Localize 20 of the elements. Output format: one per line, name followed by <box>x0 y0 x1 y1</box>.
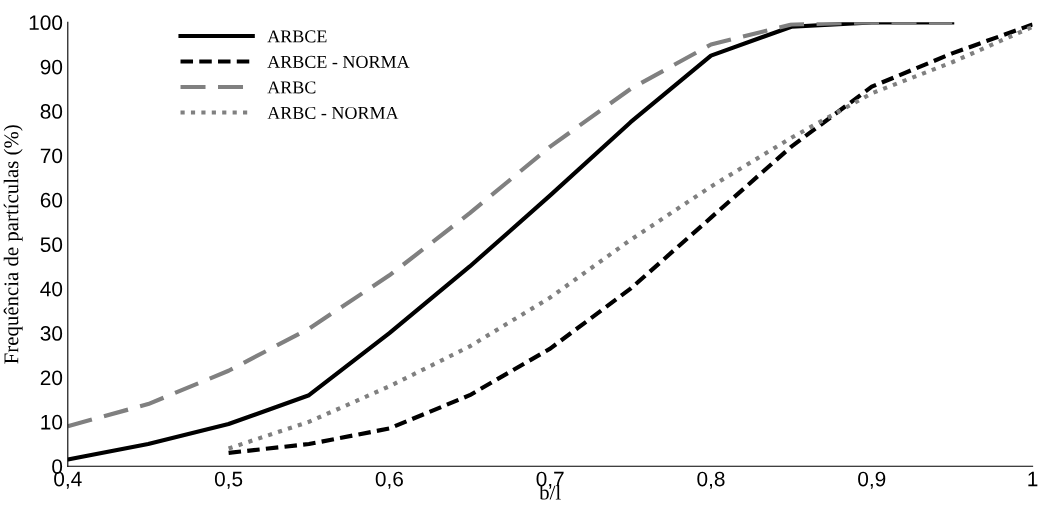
y-tick-label: 50 <box>40 237 63 253</box>
y-tick-label: 10 <box>41 414 63 430</box>
x-tick-label: 0,5 <box>214 471 243 489</box>
legend-label: ARBC - NORMA <box>267 106 399 120</box>
x-tick-label: 0,9 <box>858 471 886 489</box>
y-tick-label: 60 <box>40 192 63 208</box>
x-tick-label: 0,8 <box>697 471 725 489</box>
y-tick-label: 100 <box>29 15 63 31</box>
y-tick-label: 20 <box>40 370 63 386</box>
y-tick-label: 40 <box>40 281 63 297</box>
y-axis-title: Frequência de partículas (%) <box>3 125 23 364</box>
x-tick-label: 0,6 <box>375 471 403 489</box>
legend-label: ARBC <box>267 81 316 94</box>
y-tick-label: 30 <box>40 326 63 341</box>
legend-label: ARBCE - NORMA <box>267 55 410 68</box>
x-tick-label: 1 <box>1028 471 1038 487</box>
y-tick-label: 90 <box>40 59 63 75</box>
y-tick-label: 80 <box>40 104 63 119</box>
legend-label: ARBCE <box>267 30 327 43</box>
y-tick-label: 70 <box>40 148 63 164</box>
